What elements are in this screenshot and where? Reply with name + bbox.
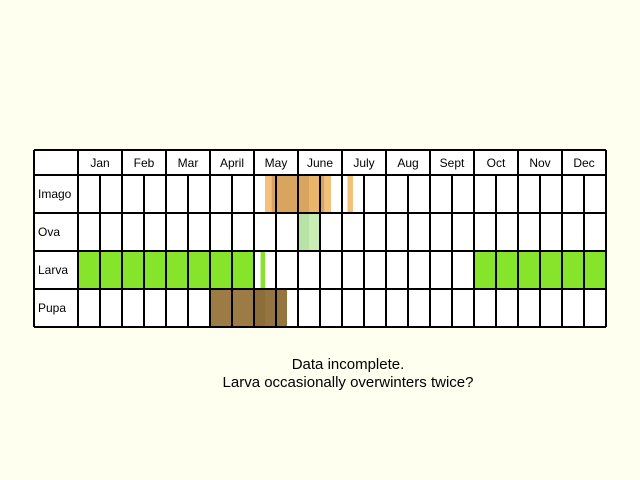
month-label-sept: Sept [440, 156, 465, 170]
month-label-may: May [265, 156, 288, 170]
month-label-mar: Mar [178, 156, 199, 170]
stage-label-larva: Larva [38, 263, 68, 277]
month-label-dec: Dec [573, 156, 594, 170]
segment-larva-1 [260, 251, 265, 289]
segment-imago-2 [276, 175, 309, 213]
note-line-1: Data incomplete. [291, 356, 405, 373]
month-label-jan: Jan [90, 156, 109, 170]
segment-imago-3 [309, 175, 320, 213]
segment-imago-1 [271, 175, 276, 213]
segment-ova-1 [309, 213, 320, 251]
stage-label-imago: Imago [38, 187, 72, 201]
segment-imago-4 [320, 175, 325, 213]
stage-label-ova: Ova [38, 225, 60, 239]
segment-imago-6 [347, 175, 353, 213]
month-label-july: July [353, 156, 374, 170]
note-line-2: Larva occasionally overwinters twice? [222, 374, 474, 391]
month-label-june: June [307, 156, 333, 170]
month-label-apr: April [220, 156, 244, 170]
month-label-oct: Oct [487, 156, 506, 170]
month-label-feb: Feb [134, 156, 155, 170]
segment-imago-0 [265, 175, 272, 213]
segment-pupa-1 [254, 289, 265, 327]
month-label-aug: Aug [397, 156, 418, 170]
segment-imago-5 [324, 175, 331, 213]
segment-ova-0 [298, 213, 309, 251]
stage-label-pupa: Pupa [38, 301, 66, 315]
month-label-nov: Nov [529, 156, 550, 170]
